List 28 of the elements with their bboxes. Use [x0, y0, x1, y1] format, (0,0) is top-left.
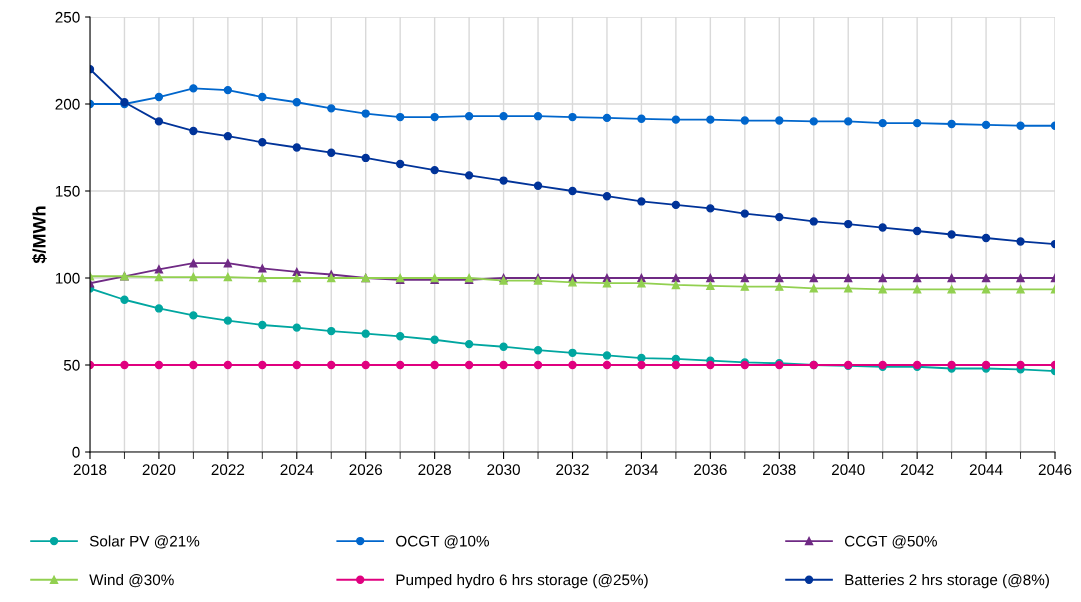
x-tick-label: 2032 [556, 464, 589, 476]
x-tick-label: 2028 [418, 464, 451, 476]
y-tick-label: 150 [55, 185, 80, 197]
x-tick-label: 2020 [142, 464, 176, 476]
legend-label: OCGT @10% [396, 535, 490, 549]
x-tick-label: 2038 [763, 464, 796, 476]
x-tick-label: 2044 [969, 464, 1003, 476]
legend-label: Solar PV @21% [89, 535, 200, 549]
x-tick-label: 2018 [73, 464, 107, 476]
x-tick-label: 2034 [625, 464, 658, 476]
legend-label: Pumped hydro 6 hrs storage (@25%) [396, 574, 648, 589]
x-tick-label: 2042 [900, 464, 934, 476]
y-tick-label: 250 [55, 11, 80, 23]
x-tick-label: 2040 [831, 464, 865, 476]
y-tick-label: 200 [55, 98, 80, 110]
x-tick-label: 2036 [694, 464, 727, 476]
x-tick-label: 2022 [211, 464, 245, 476]
legend-label: CCGT @50% [844, 535, 937, 549]
legend-label: Batteries 2 hrs storage (@8%) [845, 574, 1049, 589]
x-tick-label: 2030 [487, 464, 520, 476]
y-axis-title: $/MWh [32, 206, 47, 264]
y-tick-label: 100 [55, 272, 80, 284]
x-tick-label: 2024 [280, 464, 314, 476]
x-tick-label: 2026 [349, 464, 383, 476]
y-tick-label: 50 [63, 359, 80, 371]
x-tick-label: 2046 [1038, 464, 1072, 476]
legend-label: Wind @30% [89, 574, 174, 588]
y-tick-label: 0 [72, 446, 80, 458]
